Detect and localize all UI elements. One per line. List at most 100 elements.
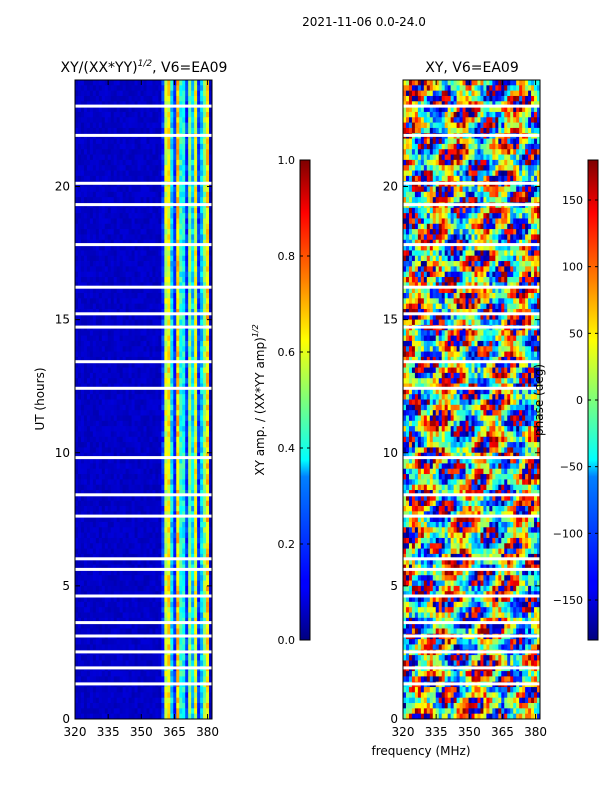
heatmap-cell [146, 356, 150, 363]
heatmap-cell [149, 436, 153, 443]
heatmap-cell [128, 607, 132, 613]
heatmap-cell [134, 287, 138, 294]
heatmap-cell [185, 585, 189, 592]
heatmap-cell [185, 149, 189, 155]
heatmap-cell [197, 314, 201, 321]
heatmap-cell [110, 612, 115, 619]
heatmap-cell [107, 500, 112, 507]
heatmap-cell [128, 479, 132, 486]
heatmap-cell [131, 143, 135, 150]
heatmap-cell [170, 548, 174, 555]
heatmap-cell [98, 399, 103, 406]
heatmap-cell [167, 138, 171, 145]
heatmap-cell [158, 356, 162, 363]
heatmap-cell [143, 213, 147, 219]
heatmap-cell [176, 330, 180, 336]
heatmap-cell [194, 553, 198, 560]
heatmap-cell [95, 420, 100, 427]
heatmap-cell [122, 266, 127, 273]
heatmap-cell [158, 149, 162, 155]
heatmap-cell [95, 154, 100, 161]
heatmap-cell [209, 186, 212, 193]
heatmap-cell [179, 495, 183, 502]
heatmap-cell [101, 80, 106, 86]
heatmap-cell [131, 106, 135, 113]
heatmap-cell [116, 266, 121, 273]
heatmap-cell [80, 106, 85, 113]
heatmap-cell [200, 287, 204, 294]
heatmap-cell [155, 229, 159, 235]
heatmap-cell [119, 543, 124, 550]
heatmap-cell [89, 261, 94, 267]
heatmap-cell [119, 234, 124, 241]
heatmap-cell [95, 303, 100, 310]
heatmap-cell [113, 569, 118, 576]
heatmap-cell [104, 197, 109, 203]
heatmap-cell [206, 532, 210, 539]
heatmap-cell [206, 266, 210, 273]
heatmap-cell [155, 85, 159, 92]
heatmap-cell [77, 591, 82, 597]
heatmap-cell [110, 95, 115, 102]
heatmap-cell [140, 410, 144, 416]
heatmap-cell [86, 410, 91, 416]
heatmap-cell [188, 569, 192, 576]
heatmap-cell [89, 532, 94, 539]
heatmap-cell [170, 415, 174, 422]
heatmap-cell [110, 250, 115, 257]
heatmap-cell [182, 303, 186, 310]
heatmap-cell [146, 314, 150, 321]
heatmap-cell [128, 585, 132, 592]
heatmap-cell [95, 511, 100, 518]
heatmap-cell [101, 106, 106, 113]
heatmap-cell [158, 399, 162, 406]
heatmap-cell [191, 170, 195, 177]
heatmap-cell [158, 447, 162, 454]
heatmap-cell [107, 143, 112, 150]
heatmap-cell [101, 548, 106, 555]
heatmap-cell [110, 303, 115, 310]
heatmap-cell [92, 314, 97, 321]
heatmap-cell [185, 569, 189, 576]
heatmap-cell [170, 340, 174, 347]
heatmap-cell [179, 362, 183, 368]
heatmap-cell [185, 511, 189, 518]
heatmap-cell [185, 250, 189, 257]
heatmap-cell [104, 383, 109, 390]
heatmap-cell [152, 191, 156, 198]
heatmap-cell [167, 431, 171, 438]
heatmap-cell [134, 154, 138, 161]
heatmap-cell [200, 591, 204, 597]
heatmap-cell [173, 612, 177, 619]
heatmap-cell [146, 420, 150, 427]
heatmap-cell [194, 223, 198, 230]
heatmap-cell [146, 95, 150, 102]
heatmap-cell [155, 511, 159, 518]
heatmap-cell [137, 442, 141, 448]
heatmap-cell [110, 458, 115, 464]
heatmap-cell [98, 623, 103, 629]
heatmap-cell [131, 287, 135, 294]
heatmap-cell [173, 255, 177, 262]
heatmap-cell [185, 213, 189, 219]
heatmap-cell [89, 490, 94, 496]
heatmap-cell [119, 474, 124, 480]
heatmap-cell [188, 410, 192, 416]
heatmap-cell [104, 287, 109, 294]
heatmap-cell [137, 340, 141, 347]
heatmap-cell [98, 191, 103, 198]
heatmap-cell [155, 447, 159, 454]
heatmap-cell [122, 314, 127, 321]
heatmap-cell [146, 362, 150, 368]
heatmap-cell [140, 463, 144, 470]
heatmap-cell [113, 170, 118, 177]
heatmap-cell [140, 85, 144, 92]
heatmap-cell [104, 468, 109, 475]
heatmap-cell [140, 548, 144, 555]
heatmap-cell [119, 159, 124, 166]
heatmap-cell [149, 378, 153, 384]
heatmap-cell [128, 213, 132, 219]
heatmap-cell [197, 250, 201, 257]
heatmap-cell [140, 245, 144, 251]
heatmap-cell [128, 644, 132, 651]
